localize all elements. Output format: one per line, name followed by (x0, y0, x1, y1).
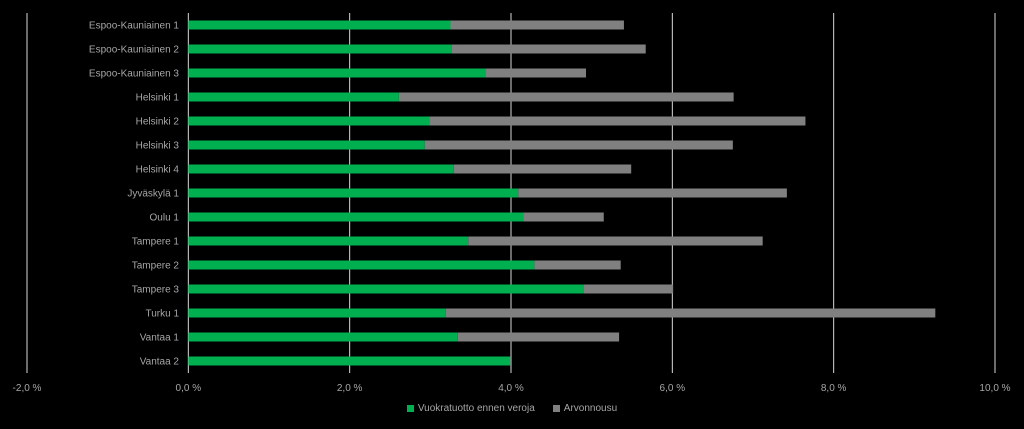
bar-12-series-0 (188, 308, 446, 318)
bar-13-series-1 (457, 332, 620, 342)
x-tick-label-6: 10,0 % (979, 383, 1010, 394)
category-label-10: Tampere 2 (132, 261, 180, 272)
bar-13-series-0 (188, 332, 458, 342)
bar-6-series-1 (453, 164, 632, 174)
x-tick-label-3: 4,0 % (498, 383, 524, 394)
bar-4-series-1 (429, 116, 806, 126)
bar-0-series-1 (450, 20, 624, 30)
bar-9-series-1 (468, 236, 763, 246)
x-tick-label-2: 2,0 % (337, 383, 363, 394)
legend-swatch-gray (552, 405, 560, 412)
bar-1-series-0 (188, 44, 452, 54)
bar-5-series-0 (188, 140, 425, 150)
bar-2-series-1 (485, 68, 587, 78)
category-label-1: Espoo-Kauniainen 2 (89, 45, 180, 56)
category-label-4: Helsinki 2 (136, 117, 180, 128)
x-tick-label-0: -2,0 % (13, 383, 42, 394)
bar-5-series-1 (424, 140, 733, 150)
category-label-11: Tampere 3 (132, 285, 180, 296)
bar-10-series-1 (534, 260, 621, 270)
legend-swatch-green (406, 405, 414, 412)
category-labels: Espoo-Kauniainen 1 Espoo-Kauniainen 2 Espo… (89, 21, 180, 368)
category-label-12: Turku 1 (145, 309, 179, 320)
x-tick-label-4: 6,0 % (660, 383, 686, 394)
bar-11-series-0 (188, 284, 584, 294)
category-label-5: Helsinki 3 (136, 141, 180, 152)
category-label-0: Espoo-Kauniainen 1 (89, 21, 180, 32)
legend-item-series-1[interactable]: Arvonnousu (552, 403, 618, 414)
bar-12-series-1 (445, 308, 936, 318)
category-label-13: Vantaa 1 (140, 333, 180, 344)
x-tick-label-1: 0,0 % (176, 383, 202, 394)
legend-label-series-1: Arvonnousu (563, 403, 618, 414)
bar-0-series-0 (188, 20, 451, 30)
category-label-6: Helsinki 4 (136, 165, 180, 176)
x-tick-label-5: 8,0 % (821, 383, 847, 394)
bar-10-series-0 (188, 260, 535, 270)
bar-8-series-1 (523, 212, 604, 222)
category-label-7: Jyväskylä 1 (127, 189, 179, 200)
bar-7-series-0 (188, 188, 519, 198)
bar-8-series-0 (188, 212, 524, 222)
bar-3-series-0 (188, 92, 399, 102)
bar-6-series-0 (188, 164, 454, 174)
bar-1-series-1 (451, 44, 646, 54)
category-label-2: Espoo-Kauniainen 3 (89, 69, 180, 80)
bars (188, 20, 936, 366)
category-label-3: Helsinki 1 (136, 93, 180, 104)
bar-3-series-1 (398, 92, 734, 102)
category-label-8: Oulu 1 (150, 213, 180, 224)
legend-label-series-0: Vuokratuotto ennen veroja (417, 403, 535, 414)
category-label-14: Vantaa 2 (140, 357, 180, 368)
legend-item-series-0[interactable]: Vuokratuotto ennen veroja (406, 403, 535, 414)
bar-14-series-0 (188, 356, 511, 366)
bar-2-series-0 (188, 68, 486, 78)
bar-9-series-0 (188, 236, 469, 246)
x-axis-tick-labels: -2,0 % 0,0 % 2,0 % 4,0 % 6,0 % 8,0 % 10,0 % (13, 383, 1011, 394)
bar-11-series-1 (583, 284, 674, 294)
bar-7-series-1 (518, 188, 787, 198)
category-label-9: Tampere 1 (132, 237, 180, 248)
bar-4-series-0 (188, 116, 430, 126)
legend: Vuokratuotto ennen veroja Arvonnousu (0, 403, 1024, 414)
